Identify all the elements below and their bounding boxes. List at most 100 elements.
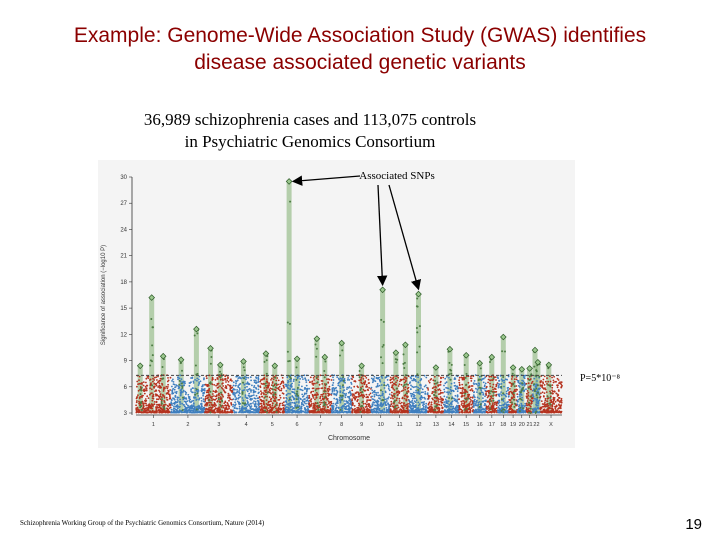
snp-point: [145, 404, 148, 407]
snp-point: [449, 392, 452, 395]
snp-point: [315, 397, 318, 399]
snp-point: [475, 383, 478, 386]
snp-point: [257, 376, 260, 379]
snp-point: [222, 385, 225, 387]
snp-point: [206, 410, 208, 413]
snp-point: [137, 389, 140, 392]
snp-point: [244, 386, 246, 389]
snp-point: [202, 392, 205, 395]
snp-point: [161, 366, 164, 368]
snp-point: [187, 404, 190, 407]
snp-point: [212, 393, 214, 395]
snp-point: [400, 383, 403, 386]
snp-point: [242, 399, 245, 402]
snp-point: [377, 385, 379, 388]
snp-point: [153, 382, 156, 385]
snp-point: [262, 383, 264, 385]
snp-point: [507, 403, 510, 406]
snp-point: [405, 398, 408, 401]
snp-point: [317, 393, 319, 396]
snp-point: [179, 401, 182, 403]
snp-point: [443, 384, 445, 387]
snp-point: [241, 391, 244, 394]
snp-point: [220, 373, 223, 376]
snp-point: [395, 391, 398, 394]
snp-point: [525, 397, 528, 399]
snp-point: [388, 393, 391, 396]
snp-point: [331, 389, 334, 392]
snp-point: [483, 384, 486, 387]
snp-point: [503, 381, 505, 384]
snp-point: [411, 409, 414, 412]
snp-point: [396, 379, 399, 382]
snp-point: [532, 410, 534, 413]
snp-point: [346, 402, 348, 404]
snp-point: [329, 407, 332, 410]
snp-point: [380, 411, 383, 414]
snp-point: [292, 407, 295, 409]
snp-point: [263, 397, 266, 399]
snp-point: [173, 398, 176, 401]
snp-point: [238, 405, 241, 408]
snp-point: [414, 411, 416, 414]
snp-point: [367, 403, 369, 406]
snp-point: [238, 383, 241, 386]
snp-point: [516, 388, 518, 391]
snp-point: [279, 396, 282, 399]
snp-point: [275, 382, 278, 385]
snp-point: [142, 411, 145, 414]
snp-point: [215, 404, 217, 407]
snp-point: [167, 386, 169, 388]
snp-point: [557, 399, 559, 401]
snp-point: [506, 378, 508, 381]
snp-point: [371, 395, 373, 398]
snp-point: [298, 400, 300, 402]
snp-point: [379, 404, 382, 407]
snp-point: [196, 372, 199, 375]
snp-point: [339, 379, 342, 382]
snp-point: [551, 386, 554, 389]
snp-point: [159, 393, 162, 395]
snp-point: [162, 411, 165, 413]
snp-point: [233, 407, 236, 409]
snp-point: [383, 387, 386, 389]
snp-point: [374, 391, 376, 394]
snp-point: [136, 396, 139, 398]
snp-point: [235, 407, 238, 410]
snp-point: [476, 391, 478, 393]
snp-point: [191, 409, 194, 412]
snp-point: [464, 405, 467, 408]
snp-point: [405, 410, 408, 413]
snp-point: [144, 409, 147, 412]
snp-point: [281, 376, 284, 379]
snp-point: [211, 406, 214, 409]
snp-point: [397, 411, 399, 414]
snp-point: [454, 384, 457, 387]
snp-point: [341, 407, 344, 410]
snp-point: [310, 400, 312, 403]
snp-point: [377, 377, 379, 380]
snp-point: [159, 385, 162, 388]
snp-point: [302, 378, 304, 380]
snp-point: [324, 387, 326, 390]
snp-point: [442, 398, 445, 401]
snp-point: [526, 390, 529, 392]
snp-point: [285, 385, 288, 388]
snp-point: [476, 389, 479, 391]
snp-point: [440, 404, 443, 407]
snp-point: [543, 395, 545, 398]
snp-point: [249, 405, 251, 408]
snp-point: [219, 370, 221, 373]
snp-point: [227, 396, 229, 399]
snp-point: [374, 404, 376, 407]
snp-point: [440, 401, 443, 404]
snp-point: [360, 379, 362, 382]
snp-point: [385, 409, 388, 412]
snp-point: [489, 385, 492, 388]
snp-point: [210, 356, 213, 358]
snp-point: [182, 389, 185, 392]
snp-point: [185, 397, 187, 399]
snp-point: [476, 399, 478, 402]
snp-point: [393, 389, 396, 391]
snp-point: [259, 405, 261, 408]
